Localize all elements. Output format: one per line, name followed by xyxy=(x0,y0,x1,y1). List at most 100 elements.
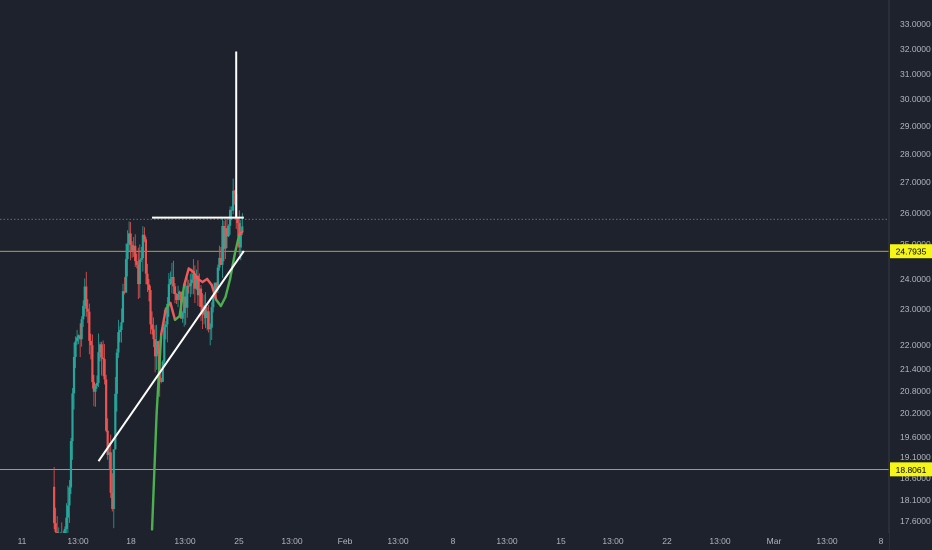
moving-average-segment xyxy=(192,270,200,281)
x-tick-label: 22 xyxy=(662,536,672,546)
candle-body xyxy=(92,382,96,392)
time-axis-background[interactable] xyxy=(0,533,889,550)
candle-body xyxy=(85,286,88,309)
candle-body xyxy=(190,279,193,284)
candle-body xyxy=(232,190,235,211)
y-tick-label: 22.0000 xyxy=(900,340,931,350)
candle-body xyxy=(155,341,158,357)
candle-body xyxy=(172,277,175,287)
y-tick-label: 24.0000 xyxy=(900,274,931,284)
price-badge xyxy=(890,462,932,477)
y-tick-label: 23.0000 xyxy=(900,304,931,314)
candle-body xyxy=(236,218,239,224)
candle-body xyxy=(54,523,57,532)
y-tick-label: 32.0000 xyxy=(900,44,931,54)
candle-body xyxy=(132,245,135,251)
candle-body xyxy=(146,273,149,285)
moving-average-segment xyxy=(238,230,244,236)
x-tick-label: 13:00 xyxy=(816,536,838,546)
candle-body xyxy=(128,233,131,244)
candle-body xyxy=(181,313,184,319)
y-tick-label: 29.0000 xyxy=(900,121,931,131)
candle-body xyxy=(138,259,141,285)
candle-body xyxy=(178,291,181,295)
y-tick-label: 20.2000 xyxy=(900,408,931,418)
y-tick-label: 26.0000 xyxy=(900,208,931,218)
candle-body xyxy=(68,487,71,506)
y-tick-label: 21.4000 xyxy=(900,364,931,374)
candle-body xyxy=(204,305,207,319)
moving-average-segment xyxy=(205,277,213,287)
candle-body xyxy=(79,335,82,340)
candle-body xyxy=(199,288,203,307)
x-tick-label: 8 xyxy=(879,536,884,546)
candle-body xyxy=(129,233,132,245)
moving-average-segment xyxy=(219,295,227,308)
price-axis-background[interactable] xyxy=(889,0,932,550)
candle-body xyxy=(123,291,126,293)
candle-body xyxy=(101,357,105,360)
candle-body xyxy=(91,345,94,383)
candle-body xyxy=(65,517,68,529)
candle-body xyxy=(74,341,77,357)
candle-body xyxy=(212,294,215,308)
y-tick-label: 27.0000 xyxy=(900,177,931,187)
candle-body xyxy=(108,452,111,455)
candle-body xyxy=(167,284,170,304)
candle-body xyxy=(149,290,152,325)
candle-body xyxy=(94,385,97,392)
candle-body xyxy=(183,296,186,314)
candle-body xyxy=(192,273,195,280)
candle-body xyxy=(189,283,192,287)
time-axis[interactable]: 11 13:00 18 13:00 25 13:00 Feb 13:00 8 13:00 15 13:… xyxy=(18,536,884,546)
candle-body xyxy=(166,303,169,325)
candle-body xyxy=(137,264,140,285)
y-tick-label: 31.0000 xyxy=(900,69,931,79)
candle-body xyxy=(106,430,109,455)
candle-body xyxy=(105,379,108,431)
moving-average-segment xyxy=(224,277,232,299)
y-tick-label: 28.0000 xyxy=(900,149,931,159)
candle-body xyxy=(157,341,160,354)
candle-body xyxy=(147,284,151,291)
candle-body xyxy=(230,209,233,211)
candle-body xyxy=(154,339,157,357)
pattern-line[interactable] xyxy=(97,250,245,462)
candle-body xyxy=(221,225,224,265)
candle-body xyxy=(121,291,125,323)
moving-average-segment xyxy=(150,411,158,531)
y-tick-label: 19.1000 xyxy=(900,452,931,462)
x-tick-label: 11 xyxy=(18,536,27,546)
candle-body xyxy=(206,311,209,319)
price-badge-label: 24.7935 xyxy=(896,247,927,257)
candle-body xyxy=(227,225,230,237)
candle-body xyxy=(134,245,137,262)
candle-body xyxy=(187,285,190,287)
y-tick-label: 25.0000 xyxy=(900,239,931,249)
candle-body xyxy=(117,332,120,353)
candle-body xyxy=(111,492,114,509)
candle-body xyxy=(72,356,76,394)
candle-body xyxy=(219,257,222,265)
x-tick-label: 13:00 xyxy=(387,536,409,546)
candle-body xyxy=(86,308,89,312)
candle-body xyxy=(173,286,177,295)
candle-body xyxy=(126,243,129,260)
x-tick-label: 13:00 xyxy=(709,536,731,546)
candle-body xyxy=(195,275,198,289)
price-axis[interactable]: 33.0000 32.0000 31.0000 30.0000 29.0000 28.00… xyxy=(900,19,931,526)
candle-body xyxy=(164,324,167,328)
candle-body xyxy=(170,277,174,279)
x-tick-label: Feb xyxy=(338,536,353,546)
price-badges: 24.7935 18.8061 xyxy=(890,244,932,477)
candle-body xyxy=(144,239,148,274)
x-tick-label: 13:00 xyxy=(174,536,196,546)
x-tick-label: 13:00 xyxy=(602,536,624,546)
candle-body xyxy=(69,441,73,488)
candle-body xyxy=(239,232,242,248)
candle-body xyxy=(161,361,164,382)
candle-body xyxy=(225,228,229,237)
candle-body xyxy=(75,337,79,342)
candle-body xyxy=(131,244,134,251)
